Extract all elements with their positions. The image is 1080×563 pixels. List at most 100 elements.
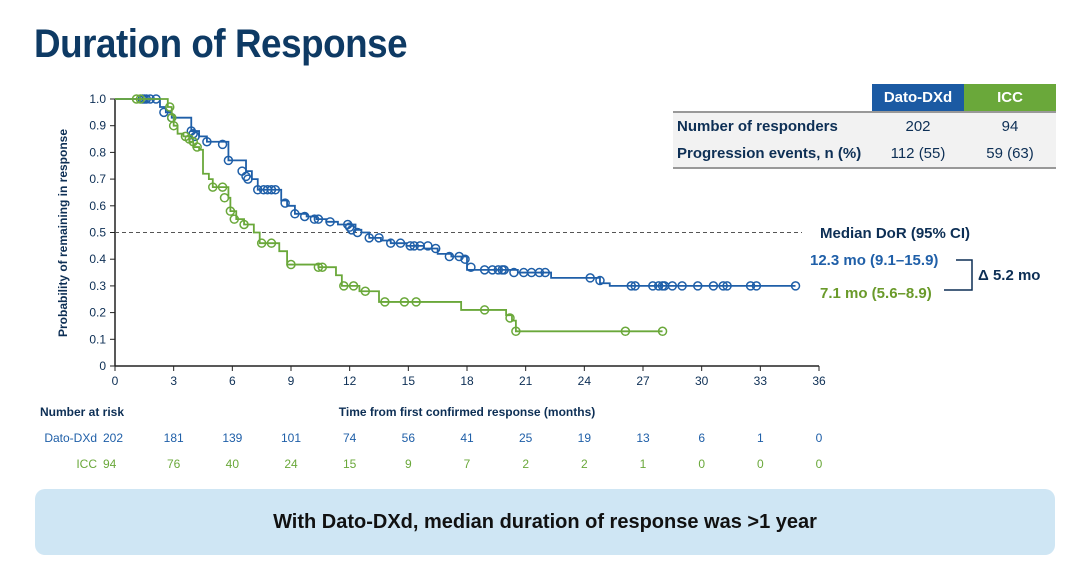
censor-mark [630,281,640,291]
censor-mark [430,243,441,254]
table-cell: 112 (55) [872,140,964,168]
median-dato: 12.3 mo (9.1–15.9) [810,252,938,269]
censor-mark [253,185,263,195]
x-tick-label: 24 [578,374,592,388]
censor-mark [620,326,631,337]
risk-value: 15 [343,457,357,471]
censor-mark [677,281,687,291]
table-row-label: Progression events, n (%) [673,140,872,168]
x-tick-label: 0 [112,374,119,388]
censor-mark [290,209,300,219]
x-tick-label: 12 [343,374,357,388]
risk-value: 2 [581,457,588,471]
risk-value: 0 [757,457,764,471]
censor-mark [540,267,550,278]
censor-mark [348,281,359,291]
km-chart: 0 3 6 9 12 15 18 21 24 27 30 33 3600.10.20.30.40.50.… [40,92,1040,471]
censor-mark [487,265,498,275]
censor-mark [229,214,240,224]
censor-mark [217,139,228,150]
risk-value: 1 [757,431,764,445]
risk-value: 7 [464,457,471,471]
x-tick-label: 18 [460,374,474,388]
risk-value: 24 [284,457,298,471]
censor-mark [399,297,410,307]
y-tick-label: 0.7 [89,172,106,186]
censor-mark [165,102,175,112]
censor-mark [385,238,396,248]
censor-mark [352,227,363,238]
x-tick-label: 21 [519,374,533,388]
risk-value: 6 [698,431,705,445]
risk-value: 0 [816,457,823,471]
censor-mark [131,94,142,104]
x-tick-label: 15 [402,374,416,388]
x-tick-label: 27 [636,374,650,388]
censor-mark [317,262,328,272]
censor-mark [411,297,421,307]
risk-value: 13 [636,431,650,445]
risk-value: 181 [164,431,184,445]
table-row-label: Number of responders [673,112,872,140]
delta-bracket [944,259,973,291]
y-tick-label: 0.8 [89,145,106,159]
censor-mark [648,281,658,291]
censor-mark [505,313,515,323]
table-cell: 59 (63) [964,140,1056,168]
median-icc: 7.1 mo (5.6–8.9) [820,285,932,302]
censor-mark [286,259,296,270]
risk-value: 0 [816,431,823,445]
table-cell: 94 [964,112,1056,140]
censor-mark [339,281,349,291]
median-heading: Median DoR (95% CI) [820,225,970,242]
risk-value: 202 [103,431,123,445]
censor-mark [509,267,519,278]
x-tick-label: 9 [288,374,295,388]
censor-mark [534,267,545,278]
censor-mark [595,275,605,286]
censor-mark [270,185,281,195]
censor-mark [722,281,732,291]
risk-value: 139 [222,431,242,445]
censor-mark [380,297,390,307]
km-curve-icc [115,98,663,333]
y-tick-label: 0.6 [89,199,106,213]
censor-mark [313,262,324,272]
censor-mark [280,198,290,208]
risk-row-label: Dato-DXd [44,431,97,445]
censor-mark [192,142,202,152]
y-tick-label: 0.1 [89,332,106,346]
censor-mark [266,185,277,195]
censor-mark [585,273,595,283]
x-tick-label: 30 [695,374,709,388]
censor-mark [223,155,234,166]
x-tick-label: 3 [170,374,177,388]
censor-mark [405,241,416,251]
page-title: Duration of Response [34,22,408,66]
risk-value: 101 [281,431,301,445]
y-tick-label: 0.3 [89,279,106,293]
risk-value: 0 [698,457,705,471]
censor-mark [693,281,703,291]
y-tick-label: 0.5 [89,226,106,240]
censor-mark [360,286,371,296]
censor-mark [299,211,310,222]
censor-mark [239,219,249,230]
censor-mark [208,182,218,192]
censor-mark [219,193,230,203]
censor-mark [395,238,406,248]
censor-mark [241,171,251,182]
censor-mark [217,182,228,192]
censor-mark [479,305,490,315]
censor-mark [159,107,169,118]
responders-table: Dato-DXd ICC Number of responders 202 94 Pr… [673,84,1056,169]
table-cell: 202 [872,112,964,140]
censor-mark [657,326,668,337]
censor-mark [653,281,664,291]
censor-mark [751,281,762,291]
censor-mark [256,238,267,248]
risk-value: 19 [578,431,592,445]
censor-mark [499,265,509,275]
y-tick-label: 1.0 [89,92,106,106]
risk-value: 76 [167,457,181,471]
